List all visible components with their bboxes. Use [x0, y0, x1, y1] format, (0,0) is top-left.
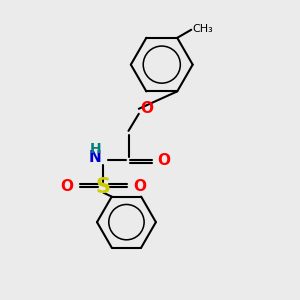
Text: S: S	[96, 177, 111, 197]
Text: O: O	[60, 179, 74, 194]
Text: CH₃: CH₃	[192, 24, 213, 34]
Text: H: H	[90, 142, 102, 156]
Text: O: O	[140, 101, 153, 116]
Text: O: O	[157, 153, 170, 168]
Text: O: O	[134, 179, 146, 194]
Text: N: N	[89, 150, 102, 165]
